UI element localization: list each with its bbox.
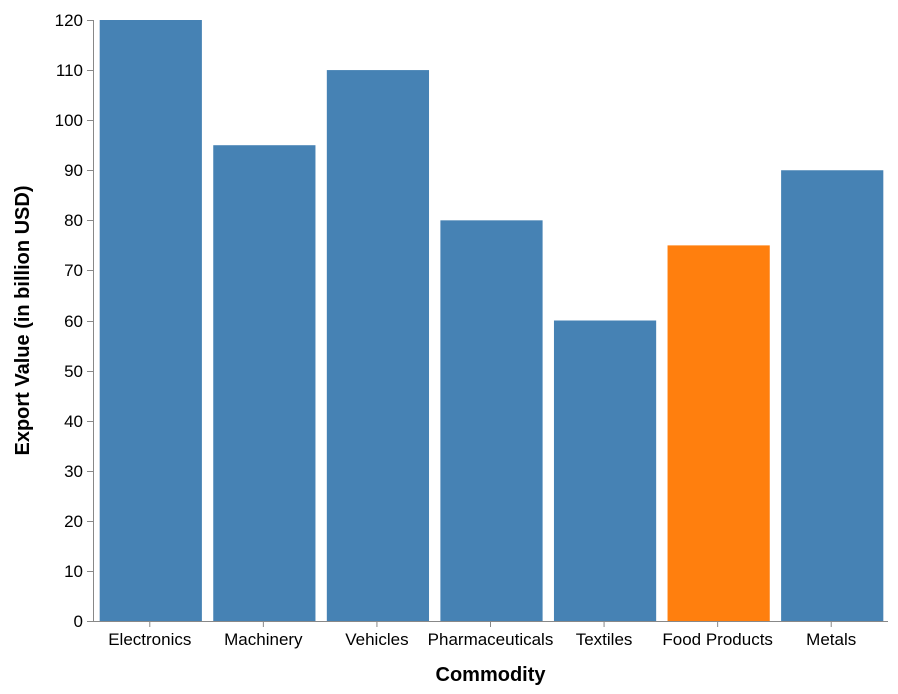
x-axis: Electronics Machinery Vehicles Pharmaceutic… — [93, 621, 888, 649]
bar-metals[interactable] — [781, 170, 884, 621]
y-axis-title: Export Value (in billion USD) — [12, 185, 34, 455]
y-tick-label: 100 — [55, 111, 83, 130]
y-tick-label: 30 — [64, 462, 83, 481]
y-tick-label: 60 — [64, 312, 83, 331]
x-tick-label: Metals — [806, 630, 856, 649]
x-tick-label: Pharmaceuticals — [428, 630, 554, 649]
y-tick-label: 80 — [64, 211, 83, 230]
y-tick-label: 90 — [64, 161, 83, 180]
y-tick-label: 40 — [64, 412, 83, 431]
x-axis-title: Commodity — [436, 664, 547, 686]
x-tick-label: Electronics — [108, 630, 191, 649]
y-tick-label: 0 — [74, 612, 83, 631]
bar-electronics[interactable] — [99, 20, 202, 621]
y-tick-label: 120 — [55, 11, 83, 30]
x-tick-label: Machinery — [224, 630, 303, 649]
y-tick-label: 10 — [64, 562, 83, 581]
y-tick-label: 70 — [64, 261, 83, 280]
x-tick-label: Textiles — [576, 630, 633, 649]
bar-textiles[interactable] — [553, 320, 657, 622]
y-tick-label: 110 — [56, 61, 83, 80]
y-tick-label: 50 — [64, 362, 83, 381]
y-axis: 0 10 20 30 40 50 60 70 80 90 100 110 120 — [55, 11, 94, 631]
bars — [99, 20, 884, 622]
x-tick-label: Vehicles — [345, 630, 408, 649]
y-tick-label: 20 — [64, 512, 83, 531]
x-tick-label: Food Products — [662, 630, 773, 649]
bar-machinery[interactable] — [213, 145, 316, 621]
bar-food-products[interactable] — [667, 245, 770, 622]
bar-vehicles[interactable] — [326, 70, 430, 621]
bar-pharmaceuticals[interactable] — [440, 220, 543, 621]
